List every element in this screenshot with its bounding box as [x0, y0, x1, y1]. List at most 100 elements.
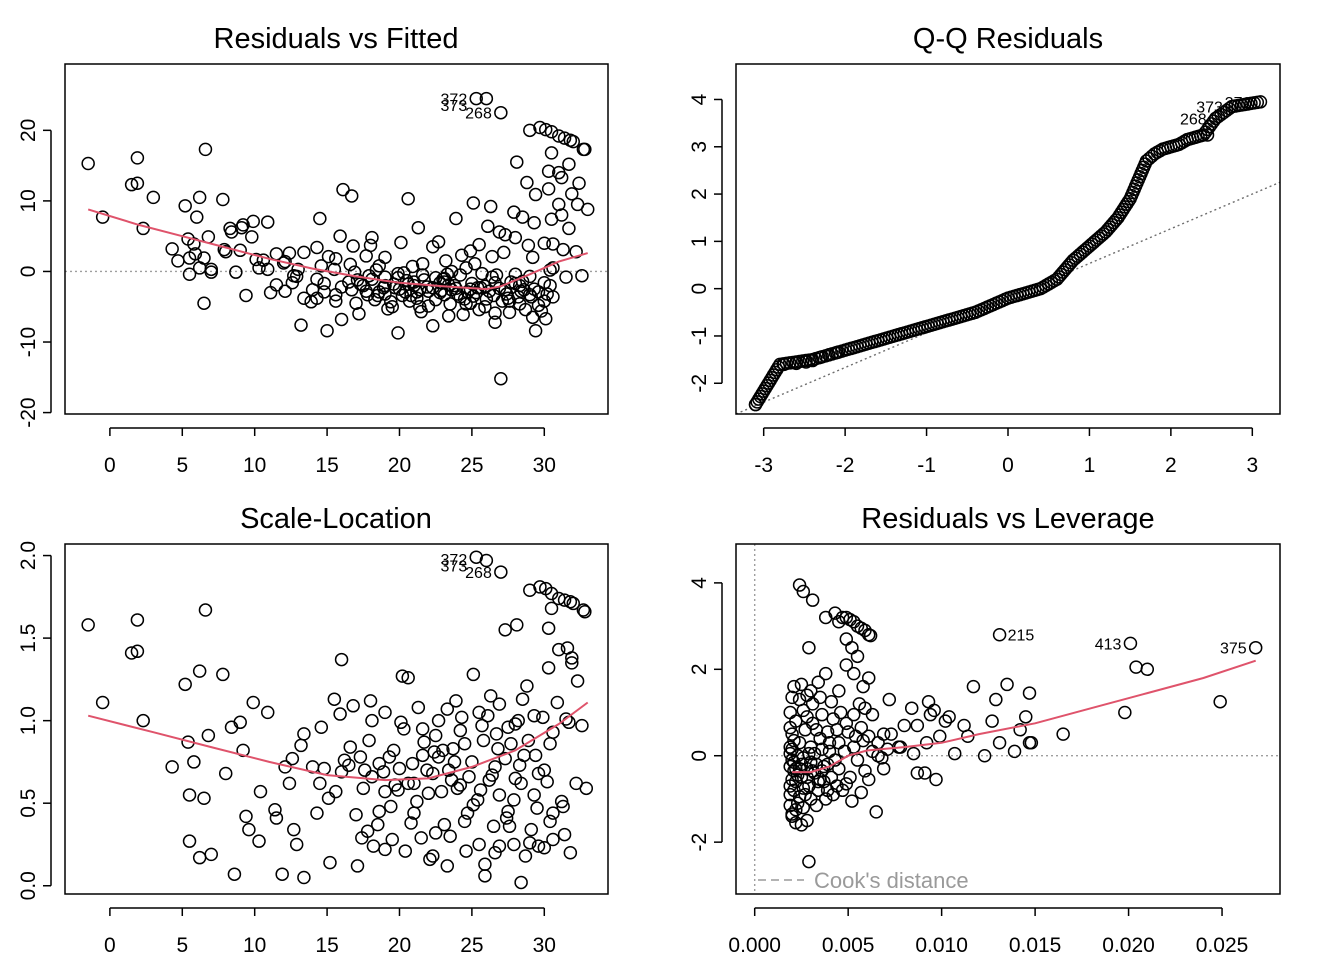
qq-point	[789, 356, 804, 371]
data-point	[805, 697, 820, 711]
data-point	[334, 312, 349, 327]
data-point	[478, 857, 492, 872]
data-point	[861, 772, 876, 787]
data-point	[197, 251, 211, 265]
qq-point	[1222, 101, 1236, 116]
data-point	[449, 694, 463, 708]
data-point	[239, 288, 253, 303]
data-point	[130, 176, 145, 191]
data-point	[805, 593, 820, 607]
data-point	[537, 841, 552, 855]
data-point	[291, 262, 305, 277]
data-point	[514, 875, 528, 890]
data-point	[333, 707, 347, 721]
data-point	[562, 157, 576, 171]
point-label: 373	[441, 98, 468, 115]
data-point	[486, 819, 501, 834]
data-point	[488, 760, 502, 774]
data-point	[260, 215, 275, 229]
data-point	[346, 699, 360, 713]
data-point	[462, 770, 476, 784]
data-point	[921, 694, 936, 709]
data-point	[397, 722, 411, 736]
data-point	[824, 694, 839, 709]
data-point	[508, 717, 523, 731]
data-point	[366, 839, 381, 853]
data-point	[546, 832, 560, 847]
data-point	[554, 794, 569, 809]
data-point	[365, 230, 379, 245]
data-point	[426, 319, 440, 333]
data-point	[472, 705, 486, 720]
point-label: 268	[465, 106, 492, 123]
data-point	[1022, 686, 1037, 700]
y-tick-label: -10	[17, 327, 40, 357]
data-point	[252, 261, 266, 275]
data-point	[942, 710, 956, 724]
data-point	[382, 750, 397, 764]
data-point	[985, 714, 999, 728]
data-point	[483, 199, 498, 214]
data-point	[449, 211, 463, 226]
data-point	[1123, 636, 1138, 651]
data-point	[804, 740, 818, 754]
data-point	[1140, 662, 1155, 677]
data-point	[275, 867, 289, 881]
data-point	[385, 832, 399, 847]
data-point	[854, 785, 869, 800]
data-point	[850, 649, 865, 664]
data-point	[198, 603, 213, 617]
data-point	[433, 276, 447, 290]
y-tick-label: -2	[688, 833, 711, 852]
data-point	[453, 723, 468, 738]
data-point	[372, 804, 386, 819]
data-point	[839, 716, 854, 731]
data-point	[190, 210, 204, 224]
data-point	[420, 280, 434, 294]
data-point	[566, 134, 580, 149]
data-point	[1213, 694, 1227, 709]
data-point	[923, 707, 938, 722]
data-point	[420, 763, 434, 777]
data-point	[439, 254, 453, 268]
data-point	[346, 239, 360, 253]
data-point	[514, 776, 528, 791]
qq-point	[805, 353, 820, 368]
data-point	[528, 323, 543, 338]
data-point	[428, 292, 443, 307]
y-tick-label: 2	[688, 188, 711, 200]
data-point	[434, 784, 449, 799]
data-point	[540, 774, 554, 789]
data-point	[515, 692, 530, 706]
data-point	[904, 701, 919, 715]
qq-point	[799, 355, 813, 369]
x-tick-label: 0.025	[1196, 934, 1249, 957]
data-point	[785, 727, 799, 741]
data-point	[260, 262, 275, 277]
data-point	[787, 733, 801, 748]
data-point	[510, 618, 524, 632]
data-point	[546, 290, 560, 304]
data-point	[523, 583, 537, 597]
data-point	[569, 776, 583, 791]
data-point	[455, 248, 469, 262]
data-point	[832, 615, 846, 629]
data-point	[398, 844, 413, 858]
data-point	[562, 715, 576, 730]
data-point	[443, 829, 457, 843]
data-point	[839, 632, 854, 646]
data-point	[368, 292, 382, 307]
data-point	[165, 760, 179, 774]
qq-point	[1208, 111, 1223, 126]
data-point	[947, 746, 962, 761]
data-point	[804, 684, 818, 698]
point-label: 215	[1008, 628, 1035, 645]
data-point	[572, 176, 586, 191]
data-point	[884, 727, 898, 741]
x-tick-label: 25	[460, 454, 483, 477]
data-point	[278, 284, 292, 298]
data-point	[411, 700, 426, 715]
qq-point	[1206, 114, 1221, 128]
data-point	[472, 237, 486, 252]
